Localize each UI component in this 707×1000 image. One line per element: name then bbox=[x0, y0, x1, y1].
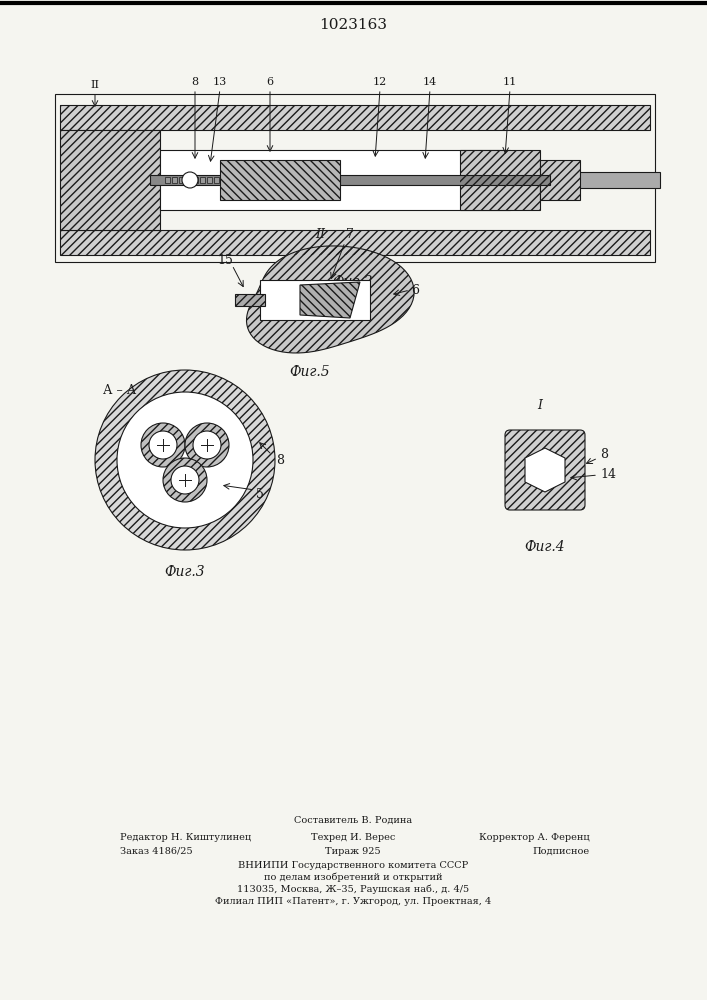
Text: 6: 6 bbox=[411, 284, 419, 296]
Circle shape bbox=[163, 458, 207, 502]
Text: 14: 14 bbox=[600, 468, 616, 482]
Text: 7: 7 bbox=[346, 229, 354, 241]
Bar bbox=[540, 160, 580, 200]
Bar bbox=[60, 130, 160, 230]
Circle shape bbox=[185, 423, 229, 467]
Text: 6: 6 bbox=[267, 77, 274, 87]
FancyBboxPatch shape bbox=[505, 430, 585, 510]
Text: 14: 14 bbox=[423, 77, 437, 87]
Bar bbox=[260, 280, 370, 320]
Bar bbox=[220, 160, 340, 200]
Bar bbox=[60, 230, 650, 255]
Text: 8: 8 bbox=[600, 448, 608, 462]
Text: Филиал ПИП «Патент», г. Ужгород, ул. Проектная, 4: Филиал ПИП «Патент», г. Ужгород, ул. Про… bbox=[215, 896, 491, 906]
Bar bbox=[60, 130, 160, 230]
Bar bbox=[214, 177, 219, 183]
Bar bbox=[540, 160, 580, 200]
Polygon shape bbox=[300, 282, 360, 318]
Text: Фиг.5: Фиг.5 bbox=[290, 365, 330, 379]
Circle shape bbox=[171, 466, 199, 494]
Bar bbox=[179, 177, 184, 183]
Text: ВНИИПИ Государственного комитета СССР: ВНИИПИ Государственного комитета СССР bbox=[238, 860, 468, 869]
Bar bbox=[460, 150, 540, 210]
Text: 8: 8 bbox=[192, 77, 199, 87]
Bar bbox=[60, 105, 650, 130]
Polygon shape bbox=[525, 448, 565, 492]
Text: Составитель В. Родина: Составитель В. Родина bbox=[294, 816, 412, 824]
Circle shape bbox=[117, 392, 253, 528]
Bar bbox=[150, 175, 550, 185]
Text: Заказ 4186/25: Заказ 4186/25 bbox=[120, 846, 192, 856]
Bar bbox=[235, 294, 265, 306]
Circle shape bbox=[95, 370, 275, 550]
Bar bbox=[220, 160, 340, 200]
Bar bbox=[165, 177, 170, 183]
Bar bbox=[235, 294, 265, 306]
Bar bbox=[60, 105, 650, 130]
Text: II: II bbox=[90, 80, 100, 90]
Text: 8: 8 bbox=[276, 454, 284, 466]
Text: 13: 13 bbox=[213, 77, 227, 87]
Bar bbox=[200, 177, 205, 183]
Bar bbox=[55, 94, 655, 262]
Text: Редактор Н. Киштулинец: Редактор Н. Киштулинец bbox=[120, 832, 251, 842]
Bar bbox=[193, 177, 198, 183]
Bar bbox=[172, 177, 177, 183]
Text: Фиг.3: Фиг.3 bbox=[165, 565, 205, 579]
Text: Подписное: Подписное bbox=[533, 846, 590, 856]
Text: Фиг.4: Фиг.4 bbox=[525, 540, 566, 554]
Text: по делам изобретений и открытий: по делам изобретений и открытий bbox=[264, 872, 443, 882]
Text: I: I bbox=[537, 399, 542, 412]
Circle shape bbox=[193, 431, 221, 459]
Bar bbox=[60, 230, 650, 255]
Bar bbox=[160, 150, 510, 210]
Text: 15: 15 bbox=[217, 253, 233, 266]
Bar bbox=[460, 150, 540, 210]
Text: 5: 5 bbox=[256, 488, 264, 502]
Bar bbox=[510, 172, 660, 188]
Text: II: II bbox=[315, 229, 325, 241]
Circle shape bbox=[141, 423, 185, 467]
Text: 1023163: 1023163 bbox=[319, 18, 387, 32]
Text: Фиг.2: Фиг.2 bbox=[333, 275, 373, 289]
Circle shape bbox=[182, 172, 198, 188]
Text: 12: 12 bbox=[373, 77, 387, 87]
Polygon shape bbox=[247, 246, 414, 353]
Text: Техред И. Верес: Техред И. Верес bbox=[311, 832, 395, 842]
Bar bbox=[207, 177, 212, 183]
Bar bbox=[186, 177, 191, 183]
Text: А – А: А – А bbox=[103, 383, 136, 396]
Circle shape bbox=[149, 431, 177, 459]
Text: Тираж 925: Тираж 925 bbox=[325, 846, 381, 856]
Text: 113035, Москва, Ж–35, Раушская наб., д. 4/5: 113035, Москва, Ж–35, Раушская наб., д. … bbox=[237, 884, 469, 894]
Text: 11: 11 bbox=[503, 77, 517, 87]
Text: Корректор А. Ференц: Корректор А. Ференц bbox=[479, 832, 590, 842]
